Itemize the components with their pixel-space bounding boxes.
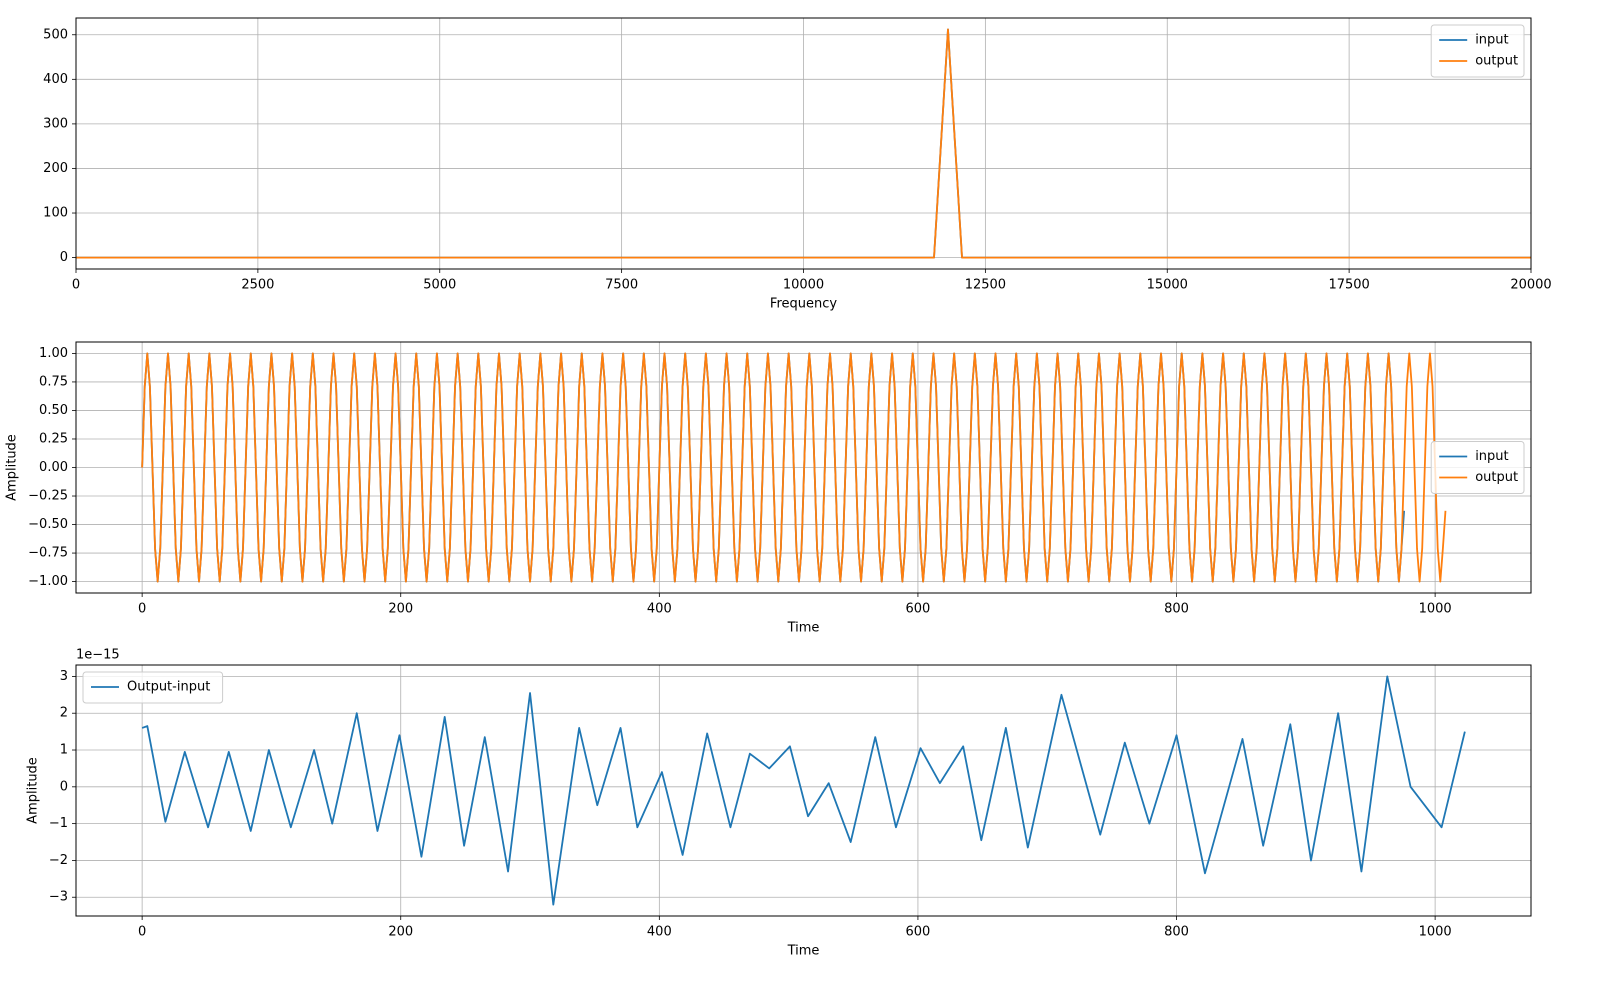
legend-label: output: [1475, 54, 1518, 69]
legend: input output: [1430, 441, 1525, 494]
x-tick-label: 0: [138, 602, 146, 617]
legend-box: [1430, 24, 1525, 78]
x-tick-label: 12500: [965, 278, 1006, 293]
y-tick-label: 0.25: [39, 431, 68, 446]
y-tick-label: −1.00: [28, 574, 68, 589]
subplot: 0 200 400 600 800 1000 −1.00 −0.75 −0.50 −0.25 0.0…: [5, 341, 1532, 636]
y-tick-label: 1: [60, 743, 68, 758]
y-tick-label: 2: [60, 706, 68, 721]
x-tick-label: 600: [906, 925, 931, 940]
x-axis-label: Frequency: [770, 297, 837, 312]
y-tick-label: −0.25: [28, 489, 68, 504]
x-tick-label: 200: [388, 602, 413, 617]
y-axis-label: Amplitude: [5, 434, 20, 501]
legend-box: [1430, 441, 1525, 494]
series-line: [141, 352, 1447, 583]
legend-label: output: [1475, 470, 1518, 485]
x-axis-label: Time: [787, 621, 820, 636]
subplot: 0 2500 5000 7500 10000 12500 15000 17500 20000 0 1…: [43, 17, 1552, 312]
y-tick-label: 200: [43, 161, 68, 176]
x-tick-label: 2500: [241, 278, 274, 293]
legend: Output-input: [82, 671, 224, 704]
y-tick-label: −0.75: [28, 546, 68, 561]
x-tick-label: 17500: [1328, 278, 1369, 293]
x-tick-label: 10000: [783, 278, 824, 293]
axes-frame: [75, 341, 1532, 594]
y-tick-label: 100: [43, 206, 68, 221]
axes-frame: [75, 17, 1532, 270]
x-tick-label: 15000: [1147, 278, 1188, 293]
y-tick-label: −3: [49, 890, 68, 905]
x-tick-label: 800: [1164, 925, 1189, 940]
legend-label: input: [1475, 33, 1508, 48]
x-tick-label: 800: [1164, 602, 1189, 617]
y-tick-label: 0.75: [39, 374, 68, 389]
x-tick-label: 7500: [605, 278, 638, 293]
x-tick-label: 1000: [1419, 925, 1452, 940]
y-tick-label: −0.50: [28, 517, 68, 532]
y-tick-label: 0.00: [39, 460, 68, 475]
x-tick-label: 600: [906, 602, 931, 617]
y-axis-label: Amplitude: [26, 757, 41, 824]
x-tick-label: 1000: [1419, 602, 1452, 617]
y-tick-label: 1.00: [39, 346, 68, 361]
x-axis-label: Time: [787, 944, 820, 959]
x-tick-label: 200: [388, 925, 413, 940]
legend-label: input: [1475, 449, 1508, 464]
y-tick-label: 3: [60, 669, 68, 684]
y-tick-label: 0: [60, 250, 68, 265]
y-tick-label: 300: [43, 116, 68, 131]
y-tick-label: 0.50: [39, 403, 68, 418]
y-tick-label: 400: [43, 72, 68, 87]
subplot: 0 200 400 600 800 1000 −3 −2 −1 0 1 2 3 Time Amplitude…: [26, 648, 1532, 959]
y-tick-label: 0: [60, 779, 68, 794]
x-tick-label: 400: [647, 602, 672, 617]
y-tick-label: −2: [49, 853, 68, 868]
legend-label: Output-input: [127, 680, 210, 695]
x-tick-label: 20000: [1510, 278, 1551, 293]
x-tick-label: 5000: [423, 278, 456, 293]
offset-text: 1e−15: [76, 648, 120, 663]
legend: input output: [1430, 24, 1525, 78]
x-tick-label: 400: [647, 925, 672, 940]
plot-area: [76, 665, 1531, 916]
y-tick-label: −1: [49, 816, 68, 831]
x-tick-label: 0: [72, 278, 80, 293]
legend-box: [82, 671, 224, 704]
axes-frame: [75, 664, 1532, 917]
series-line: [141, 675, 1466, 906]
series-line: [76, 28, 1531, 259]
y-tick-label: 500: [43, 27, 68, 42]
x-tick-label: 0: [138, 925, 146, 940]
